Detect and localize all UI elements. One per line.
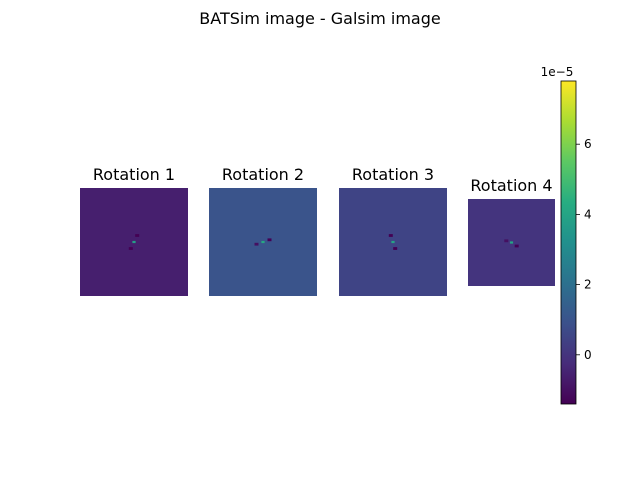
- panel-feature: [514, 244, 519, 248]
- colorbar: 1e−5 0 2 4 6: [541, 65, 592, 405]
- panel-feature: [261, 240, 265, 244]
- panel-title: Rotation 2: [222, 165, 304, 184]
- colorbar-tick-label: 6: [584, 137, 592, 151]
- colorbar-tick-label: 2: [584, 278, 592, 292]
- panel-feature: [391, 240, 395, 244]
- panel-rotation-4: Rotation 4: [468, 176, 555, 286]
- figure-title: BATSim image - Galsim image: [199, 9, 440, 28]
- panel-feature: [128, 247, 133, 250]
- panel-feature: [504, 239, 509, 243]
- panel-feature: [254, 242, 259, 246]
- panel-title: Rotation 3: [352, 165, 434, 184]
- panel-feature: [135, 234, 140, 237]
- panel-feature: [267, 238, 272, 242]
- panel-rotation-1: Rotation 1: [80, 165, 188, 296]
- panel-rotation-2: Rotation 2: [209, 165, 317, 296]
- panel-title: Rotation 1: [93, 165, 175, 184]
- colorbar-gradient: [561, 81, 576, 404]
- panel-feature: [509, 241, 514, 244]
- panel-feature: [393, 247, 398, 250]
- colorbar-offset-label: 1e−5: [541, 65, 574, 79]
- panel-feature: [388, 234, 393, 237]
- panels: Rotation 1 Rotation 2 Rotation 3 Rotation 4: [80, 165, 555, 296]
- colorbar-ticks: 0 2 4 6: [576, 137, 592, 362]
- panel-title: Rotation 4: [470, 176, 552, 195]
- colorbar-tick-label: 4: [584, 207, 592, 221]
- colorbar-tick-label: 0: [584, 348, 592, 362]
- panel-rotation-3: Rotation 3: [339, 165, 447, 296]
- colorbar-frame: [560, 80, 577, 405]
- panel-feature: [132, 240, 136, 244]
